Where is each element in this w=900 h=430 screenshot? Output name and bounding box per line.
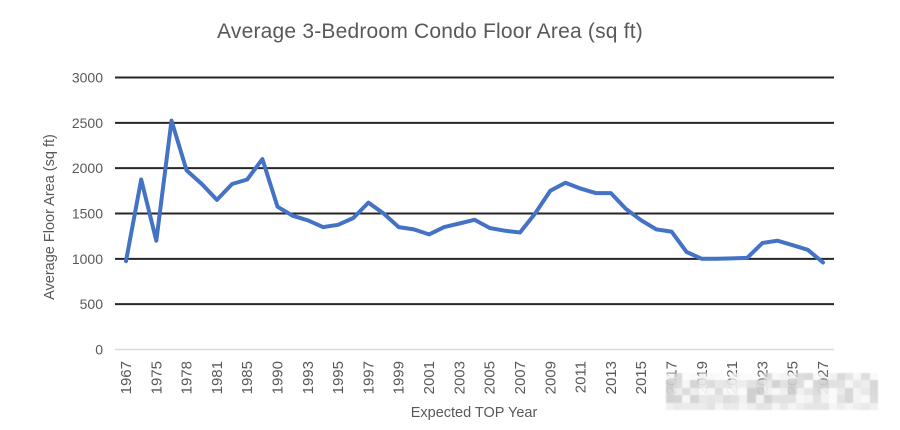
x-tick-label: 2005 bbox=[482, 361, 499, 394]
x-tick-label: 1978 bbox=[179, 361, 196, 394]
data-line bbox=[124, 118, 825, 265]
x-tick-label: 2013 bbox=[603, 361, 620, 394]
y-tick-label: 1000 bbox=[72, 251, 103, 267]
x-tick-label: 2015 bbox=[633, 361, 650, 394]
x-tick-label: 2027 bbox=[815, 361, 832, 394]
x-tick-label: 1997 bbox=[360, 361, 377, 394]
x-tick-label: 2007 bbox=[512, 361, 529, 394]
y-tick-label: 0 bbox=[95, 342, 103, 358]
x-tick-label: 2021 bbox=[724, 361, 741, 394]
x-tick-label: 2003 bbox=[451, 361, 468, 394]
chart-title: Average 3-Bedroom Condo Floor Area (sq f… bbox=[217, 20, 643, 43]
y-tick-label: 2500 bbox=[72, 115, 103, 131]
x-tick-label: 1981 bbox=[209, 361, 226, 394]
y-tick-label: 2000 bbox=[72, 160, 103, 176]
x-tick-label: 1999 bbox=[391, 361, 408, 394]
x-tick-label: 2025 bbox=[785, 361, 802, 394]
x-tick-label: 2019 bbox=[694, 361, 711, 394]
x-tick-label: 1990 bbox=[270, 361, 287, 394]
x-tick-label: 2011 bbox=[573, 361, 590, 393]
y-tick-label: 3000 bbox=[72, 70, 103, 86]
x-tick-label: 2001 bbox=[421, 361, 438, 394]
x-tick-label: 1995 bbox=[330, 361, 347, 394]
x-axis-title: Expected TOP Year bbox=[410, 405, 538, 421]
x-tick-label: 2023 bbox=[754, 361, 771, 394]
x-tick-label: 1993 bbox=[300, 361, 317, 394]
x-tick-label: 2009 bbox=[542, 361, 559, 394]
y-axis-title: Average Floor Area (sq ft) bbox=[42, 134, 58, 300]
y-tick-label: 500 bbox=[80, 296, 104, 312]
x-tick-label: 2017 bbox=[664, 361, 681, 394]
x-tick-label: 1967 bbox=[118, 361, 135, 394]
x-tick-label: 1985 bbox=[239, 361, 256, 394]
y-tick-label: 1500 bbox=[72, 206, 103, 222]
x-tick-label: 1975 bbox=[148, 361, 165, 394]
